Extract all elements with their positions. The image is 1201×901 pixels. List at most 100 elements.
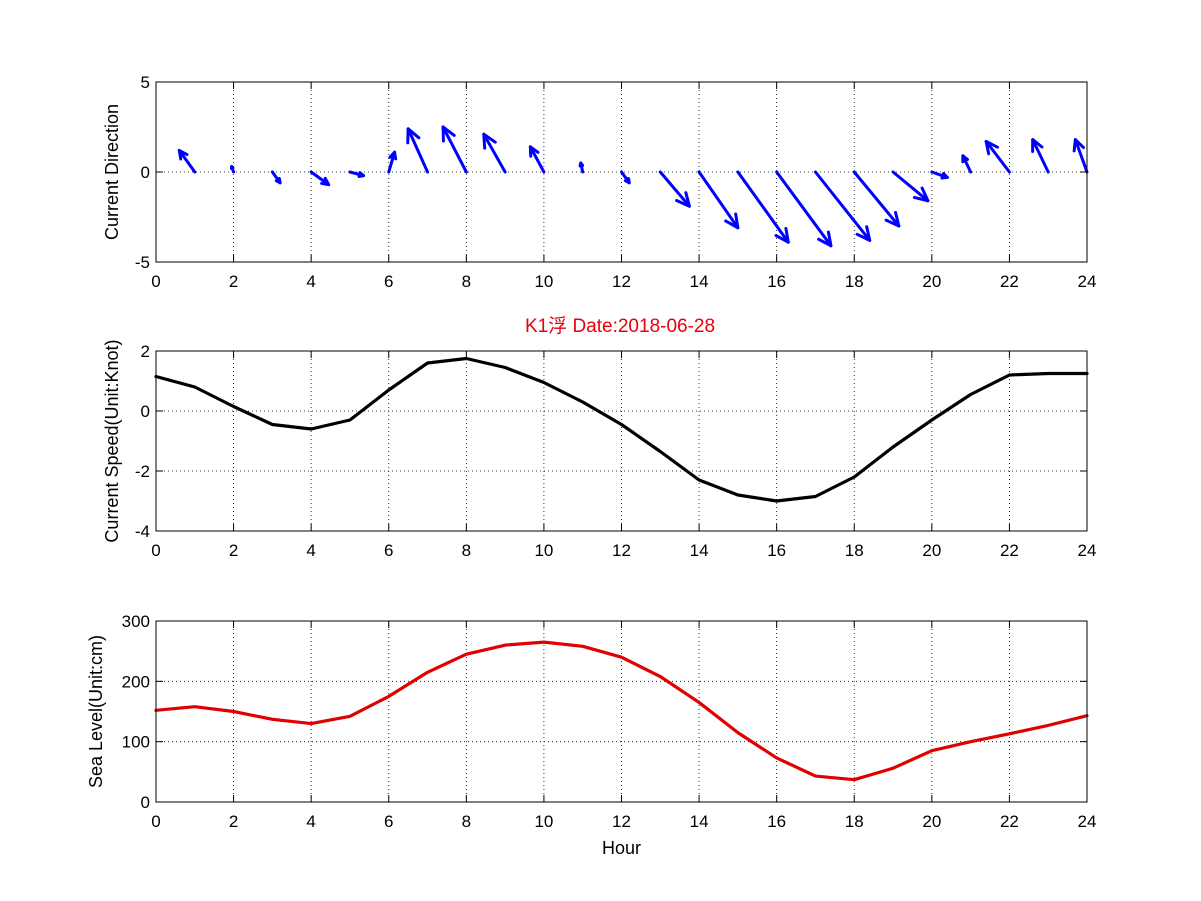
vector-head bbox=[1031, 138, 1044, 153]
vector-head bbox=[675, 191, 691, 208]
vector-head bbox=[406, 127, 421, 145]
vector-head bbox=[984, 139, 999, 156]
x-tick-label: 12 bbox=[612, 541, 631, 560]
x-tick-label: 24 bbox=[1078, 812, 1097, 831]
vector-head bbox=[320, 176, 331, 187]
x-tick-label: 20 bbox=[922, 272, 941, 291]
vector-shaft bbox=[1031, 138, 1050, 174]
vector-shaft bbox=[441, 125, 468, 174]
vector-shaft bbox=[984, 139, 1011, 174]
current-vector bbox=[813, 170, 872, 242]
y-tick-label: 5 bbox=[141, 73, 150, 92]
vector-shaft bbox=[891, 170, 930, 203]
x-tick-label: 2 bbox=[229, 541, 238, 560]
vector-head bbox=[961, 154, 969, 164]
vector-head bbox=[912, 186, 930, 203]
x-tick-label: 22 bbox=[1000, 541, 1019, 560]
vector-head bbox=[855, 225, 872, 242]
y-tick-label: 300 bbox=[122, 612, 150, 631]
current-speed-ylabel: Current Speed(Unit:Knot) bbox=[102, 339, 122, 542]
x-tick-label: 2 bbox=[229, 272, 238, 291]
current-vector bbox=[229, 165, 236, 174]
current-direction-ylabel: Current Direction bbox=[102, 104, 122, 240]
current-vector bbox=[736, 170, 790, 244]
current-vector bbox=[528, 145, 546, 174]
current-vector bbox=[775, 170, 833, 248]
x-tick-label: 2 bbox=[229, 812, 238, 831]
x-tick-label: 6 bbox=[384, 272, 393, 291]
x-tick-label: 16 bbox=[767, 812, 786, 831]
current-vector bbox=[852, 170, 901, 228]
current-direction-ticks: 0 2 4 6 8 10 12 14 16 18 20 22 24-505 bbox=[135, 73, 1097, 291]
current-speed-series bbox=[154, 356, 1089, 503]
y-tick-label: -2 bbox=[135, 462, 150, 481]
x-tick-label: 14 bbox=[690, 812, 709, 831]
vector-shaft bbox=[528, 145, 546, 174]
current-vector bbox=[620, 170, 631, 185]
current-vector bbox=[406, 127, 430, 174]
x-tick-label: 14 bbox=[690, 272, 709, 291]
vector-head bbox=[1072, 138, 1085, 153]
vector-shaft bbox=[482, 132, 507, 174]
current-vector bbox=[482, 132, 507, 174]
vector-head bbox=[229, 165, 235, 170]
x-tick-label: 0 bbox=[151, 541, 160, 560]
x-tick-label: 22 bbox=[1000, 812, 1019, 831]
vector-shaft bbox=[852, 170, 901, 228]
sea-level-ylabel: Sea Level(Unit:cm) bbox=[86, 635, 106, 788]
vector-head bbox=[774, 226, 790, 244]
x-tick-label: 4 bbox=[306, 812, 315, 831]
vector-head bbox=[884, 210, 901, 228]
x-tick-label: 8 bbox=[462, 541, 471, 560]
figure-title: K1浮 Date:2018-06-28 bbox=[525, 315, 715, 337]
vector-head bbox=[482, 132, 497, 150]
x-tick-label: 18 bbox=[845, 541, 864, 560]
x-tick-label: 4 bbox=[306, 272, 315, 291]
current-vector bbox=[578, 161, 585, 174]
vector-head bbox=[940, 172, 949, 180]
current-vector bbox=[697, 170, 740, 230]
vector-shaft bbox=[697, 170, 740, 230]
x-tick-label: 10 bbox=[534, 541, 553, 560]
vector-head bbox=[817, 230, 833, 248]
vector-shaft bbox=[813, 170, 872, 242]
x-tick-label: 8 bbox=[462, 272, 471, 291]
vector-head bbox=[274, 176, 282, 185]
y-tick-label: 0 bbox=[141, 793, 150, 812]
x-tick-label: 24 bbox=[1078, 272, 1097, 291]
x-tick-label: 12 bbox=[612, 812, 631, 831]
vector-shaft bbox=[309, 170, 331, 187]
y-tick-label: -4 bbox=[135, 522, 150, 541]
y-tick-label: 0 bbox=[141, 163, 150, 182]
x-tick-label: 0 bbox=[151, 272, 160, 291]
vector-head bbox=[623, 176, 631, 185]
vector-shaft bbox=[775, 170, 833, 248]
sea-level-series bbox=[154, 640, 1089, 782]
current-speed-ticks: 0 2 4 6 8 10 12 14 16 18 20 22 24-4-202 bbox=[135, 342, 1097, 560]
y-tick-label: -5 bbox=[135, 253, 150, 272]
vector-head bbox=[724, 212, 740, 230]
current-vector bbox=[961, 154, 973, 174]
vector-head bbox=[357, 171, 366, 178]
x-tick-label: 10 bbox=[534, 272, 553, 291]
y-tick-label: 0 bbox=[141, 402, 150, 421]
y-tick-label: 200 bbox=[122, 672, 150, 691]
current-direction-panel: 0 2 4 6 8 10 12 14 16 18 20 22 24-505 Current Direct… bbox=[102, 73, 1096, 291]
sea-level-xlabel: Hour bbox=[602, 838, 641, 858]
x-tick-label: 16 bbox=[767, 272, 786, 291]
vector-head bbox=[441, 125, 456, 143]
vector-shaft bbox=[736, 170, 790, 244]
x-tick-label: 10 bbox=[534, 812, 553, 831]
current-vector bbox=[441, 125, 468, 174]
current-vector bbox=[891, 170, 930, 203]
current-vector bbox=[1072, 138, 1089, 174]
x-tick-label: 6 bbox=[384, 812, 393, 831]
vector-head bbox=[578, 161, 585, 168]
x-tick-label: 16 bbox=[767, 541, 786, 560]
vector-shaft bbox=[658, 170, 691, 208]
vector-shaft bbox=[177, 148, 197, 174]
vector-shaft bbox=[406, 127, 430, 174]
